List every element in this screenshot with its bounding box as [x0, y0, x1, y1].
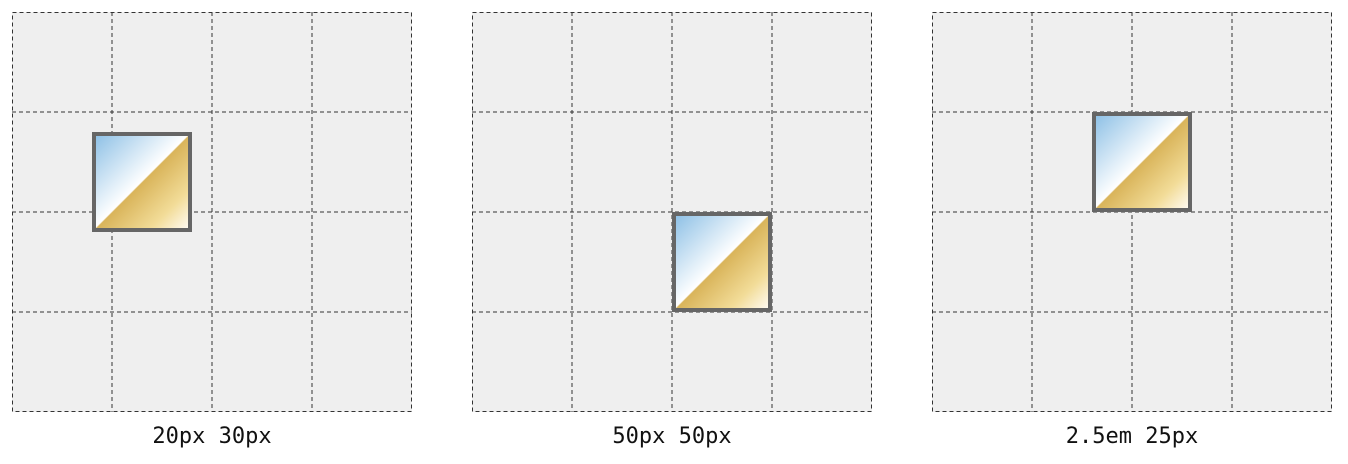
grid-area — [932, 12, 1332, 412]
dashed-grid-lines — [932, 12, 1332, 412]
example-panel-2: 50px 50px — [472, 12, 872, 452]
example-panel-1: 20px 30px — [12, 12, 412, 452]
grid-area — [472, 12, 872, 412]
position-caption: 2.5em 25px — [1065, 424, 1199, 449]
grid-area — [12, 12, 412, 412]
position-caption: 20px 30px — [152, 424, 272, 449]
position-caption: 50px 50px — [612, 424, 732, 449]
gradient-box — [1092, 112, 1192, 212]
dashed-grid-lines — [12, 12, 412, 412]
example-panel-3: 2.5em 25px — [932, 12, 1332, 452]
gradient-box — [672, 212, 772, 312]
gradient-box — [92, 132, 192, 232]
